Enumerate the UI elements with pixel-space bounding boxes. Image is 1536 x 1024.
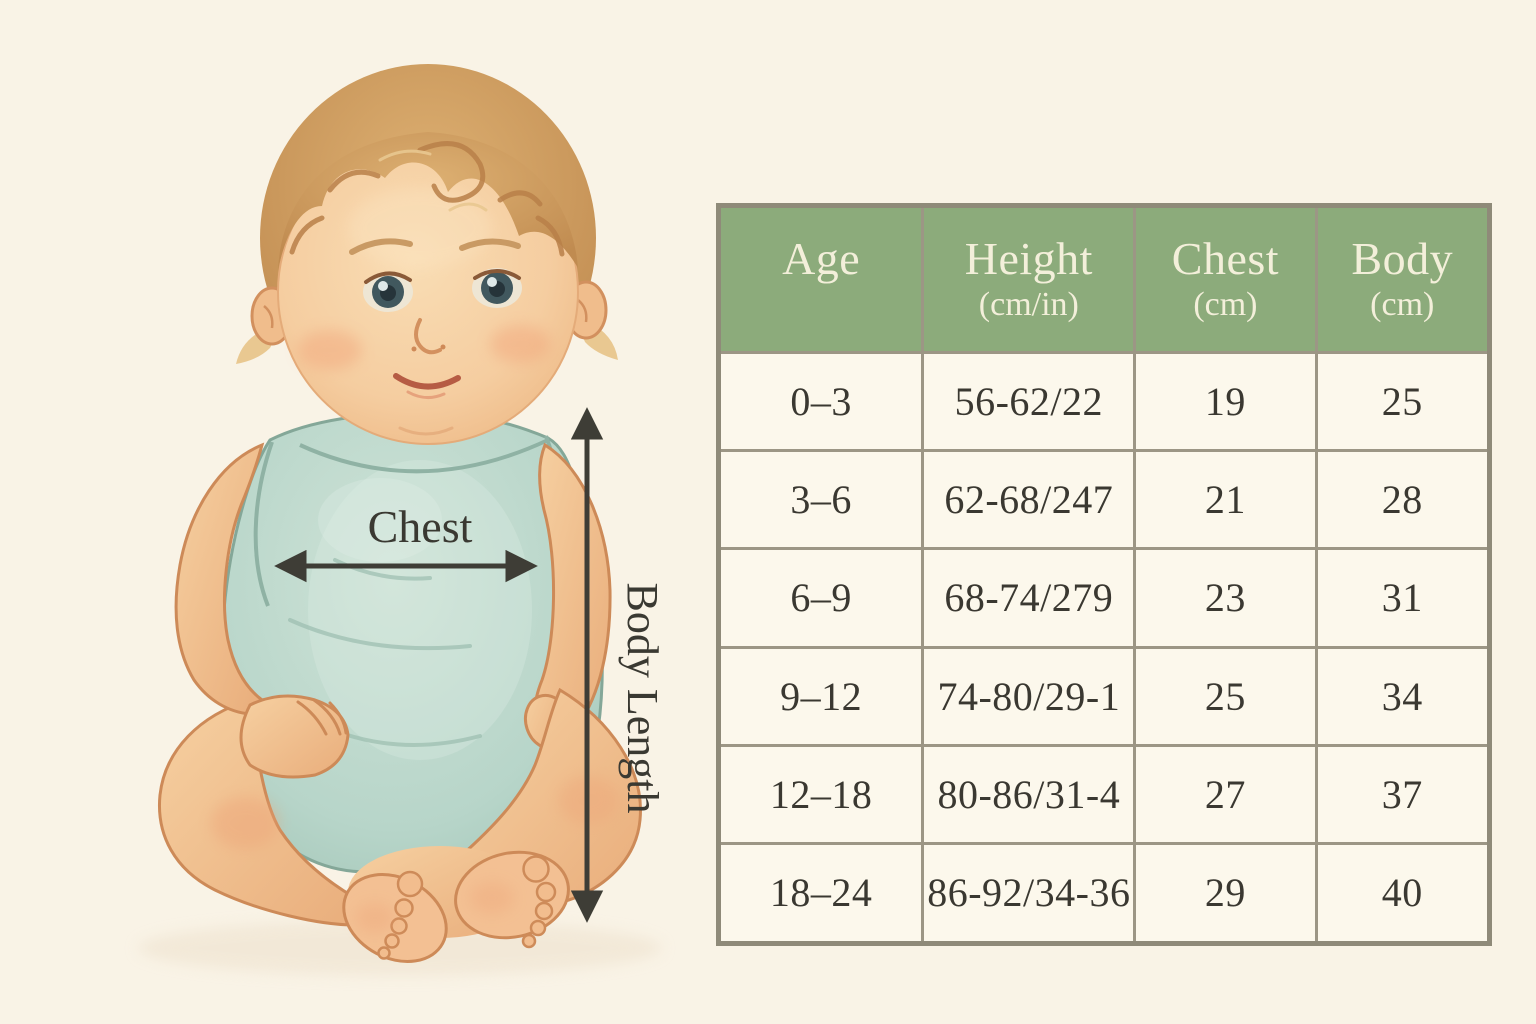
table-row: 3–6 62-68/247 21 28	[716, 449, 1491, 551]
cell-age: 6–9	[716, 547, 925, 649]
hair-light-strands	[378, 149, 488, 212]
size-chart-table: Age Height (cm/in) Chest (cm) Body (cm)	[716, 203, 1492, 946]
left-foot	[342, 870, 448, 963]
col-header-age: Age	[716, 204, 925, 354]
cell-chest: 19	[1133, 350, 1318, 453]
cell-body: 31	[1314, 547, 1491, 649]
cell-age: 0–3	[716, 350, 925, 453]
table-row: 12–18 80-86/31-4 27 37	[716, 743, 1491, 845]
header-row: Age Height (cm/in) Chest (cm) Body (cm)	[716, 204, 1491, 354]
cell-height: 62-68/247	[921, 449, 1137, 551]
cell-height: 80-86/31-4	[921, 743, 1137, 845]
mouth	[393, 373, 461, 399]
col-header-chest: Chest (cm)	[1133, 204, 1318, 354]
chin-crease	[398, 426, 454, 436]
col-header-height: Height (cm/in)	[921, 204, 1137, 354]
cell-age: 9–12	[716, 645, 925, 747]
cell-chest: 27	[1133, 743, 1318, 845]
right-foot	[454, 850, 570, 949]
hair-fringe	[278, 132, 578, 270]
blush-right	[490, 325, 550, 363]
baby-body	[157, 412, 642, 963]
cell-body: 37	[1314, 743, 1491, 845]
eyebrows	[349, 238, 521, 255]
ear-left-inner	[263, 305, 274, 329]
col-label: Chest	[1171, 233, 1280, 285]
cell-body: 40	[1314, 841, 1491, 946]
col-header-body: Body (cm)	[1314, 204, 1491, 354]
col-unit: (cm/in)	[978, 285, 1079, 323]
col-unit: (cm)	[1370, 285, 1435, 323]
table-row: 0–3 56-62/22 19 25	[716, 350, 1491, 453]
table-row: 9–12 74-80/29-1 25 34	[716, 645, 1491, 747]
col-unit: (cm)	[1193, 285, 1258, 323]
ear-right-inner	[577, 299, 588, 323]
cell-chest: 21	[1133, 449, 1318, 551]
col-unit	[721, 285, 921, 326]
cell-age: 3–6	[716, 449, 925, 551]
right-eye	[472, 268, 522, 308]
chest-measure-label: Chest	[368, 501, 473, 552]
baby-illustration: Chest Body Length	[138, 64, 667, 976]
finger-lines	[296, 698, 348, 736]
col-label: Age	[782, 233, 861, 285]
cell-height: 86-92/34-36	[921, 841, 1137, 946]
cell-age: 18–24	[716, 841, 925, 946]
cell-body: 28	[1314, 449, 1491, 551]
onesie-highlight-2	[318, 478, 442, 562]
blush-left	[298, 330, 362, 370]
cell-height: 74-80/29-1	[921, 645, 1137, 747]
cell-body: 34	[1314, 645, 1491, 747]
table-row: 18–24 86-92/34-36 29 40	[716, 841, 1491, 946]
onesie-armhole-left	[253, 441, 274, 607]
onesie-highlight	[308, 460, 532, 760]
onesie-neck-trim	[299, 438, 549, 474]
table-row: 6–9 68-74/279 23 31	[716, 547, 1491, 649]
col-label: Body	[1351, 233, 1454, 285]
body-length-label: Body Length	[618, 583, 667, 814]
col-label: Height	[964, 233, 1093, 285]
cell-body: 25	[1314, 350, 1491, 453]
cell-height: 68-74/279	[921, 547, 1137, 649]
left-knee-blush	[211, 797, 279, 849]
baby-head	[236, 64, 618, 445]
forehead-highlight	[348, 188, 492, 268]
cell-chest: 29	[1133, 841, 1318, 946]
nose	[411, 318, 446, 355]
left-hand	[239, 694, 350, 779]
cell-height: 56-62/22	[921, 350, 1137, 453]
cell-chest: 25	[1133, 645, 1318, 747]
body-length-measurement: Body Length	[570, 407, 667, 923]
chest-measurement: Chest	[274, 501, 538, 583]
left-eye	[363, 271, 413, 312]
hair-curl-lines	[289, 141, 565, 257]
cell-chest: 23	[1133, 547, 1318, 649]
cell-age: 12–18	[716, 743, 925, 845]
